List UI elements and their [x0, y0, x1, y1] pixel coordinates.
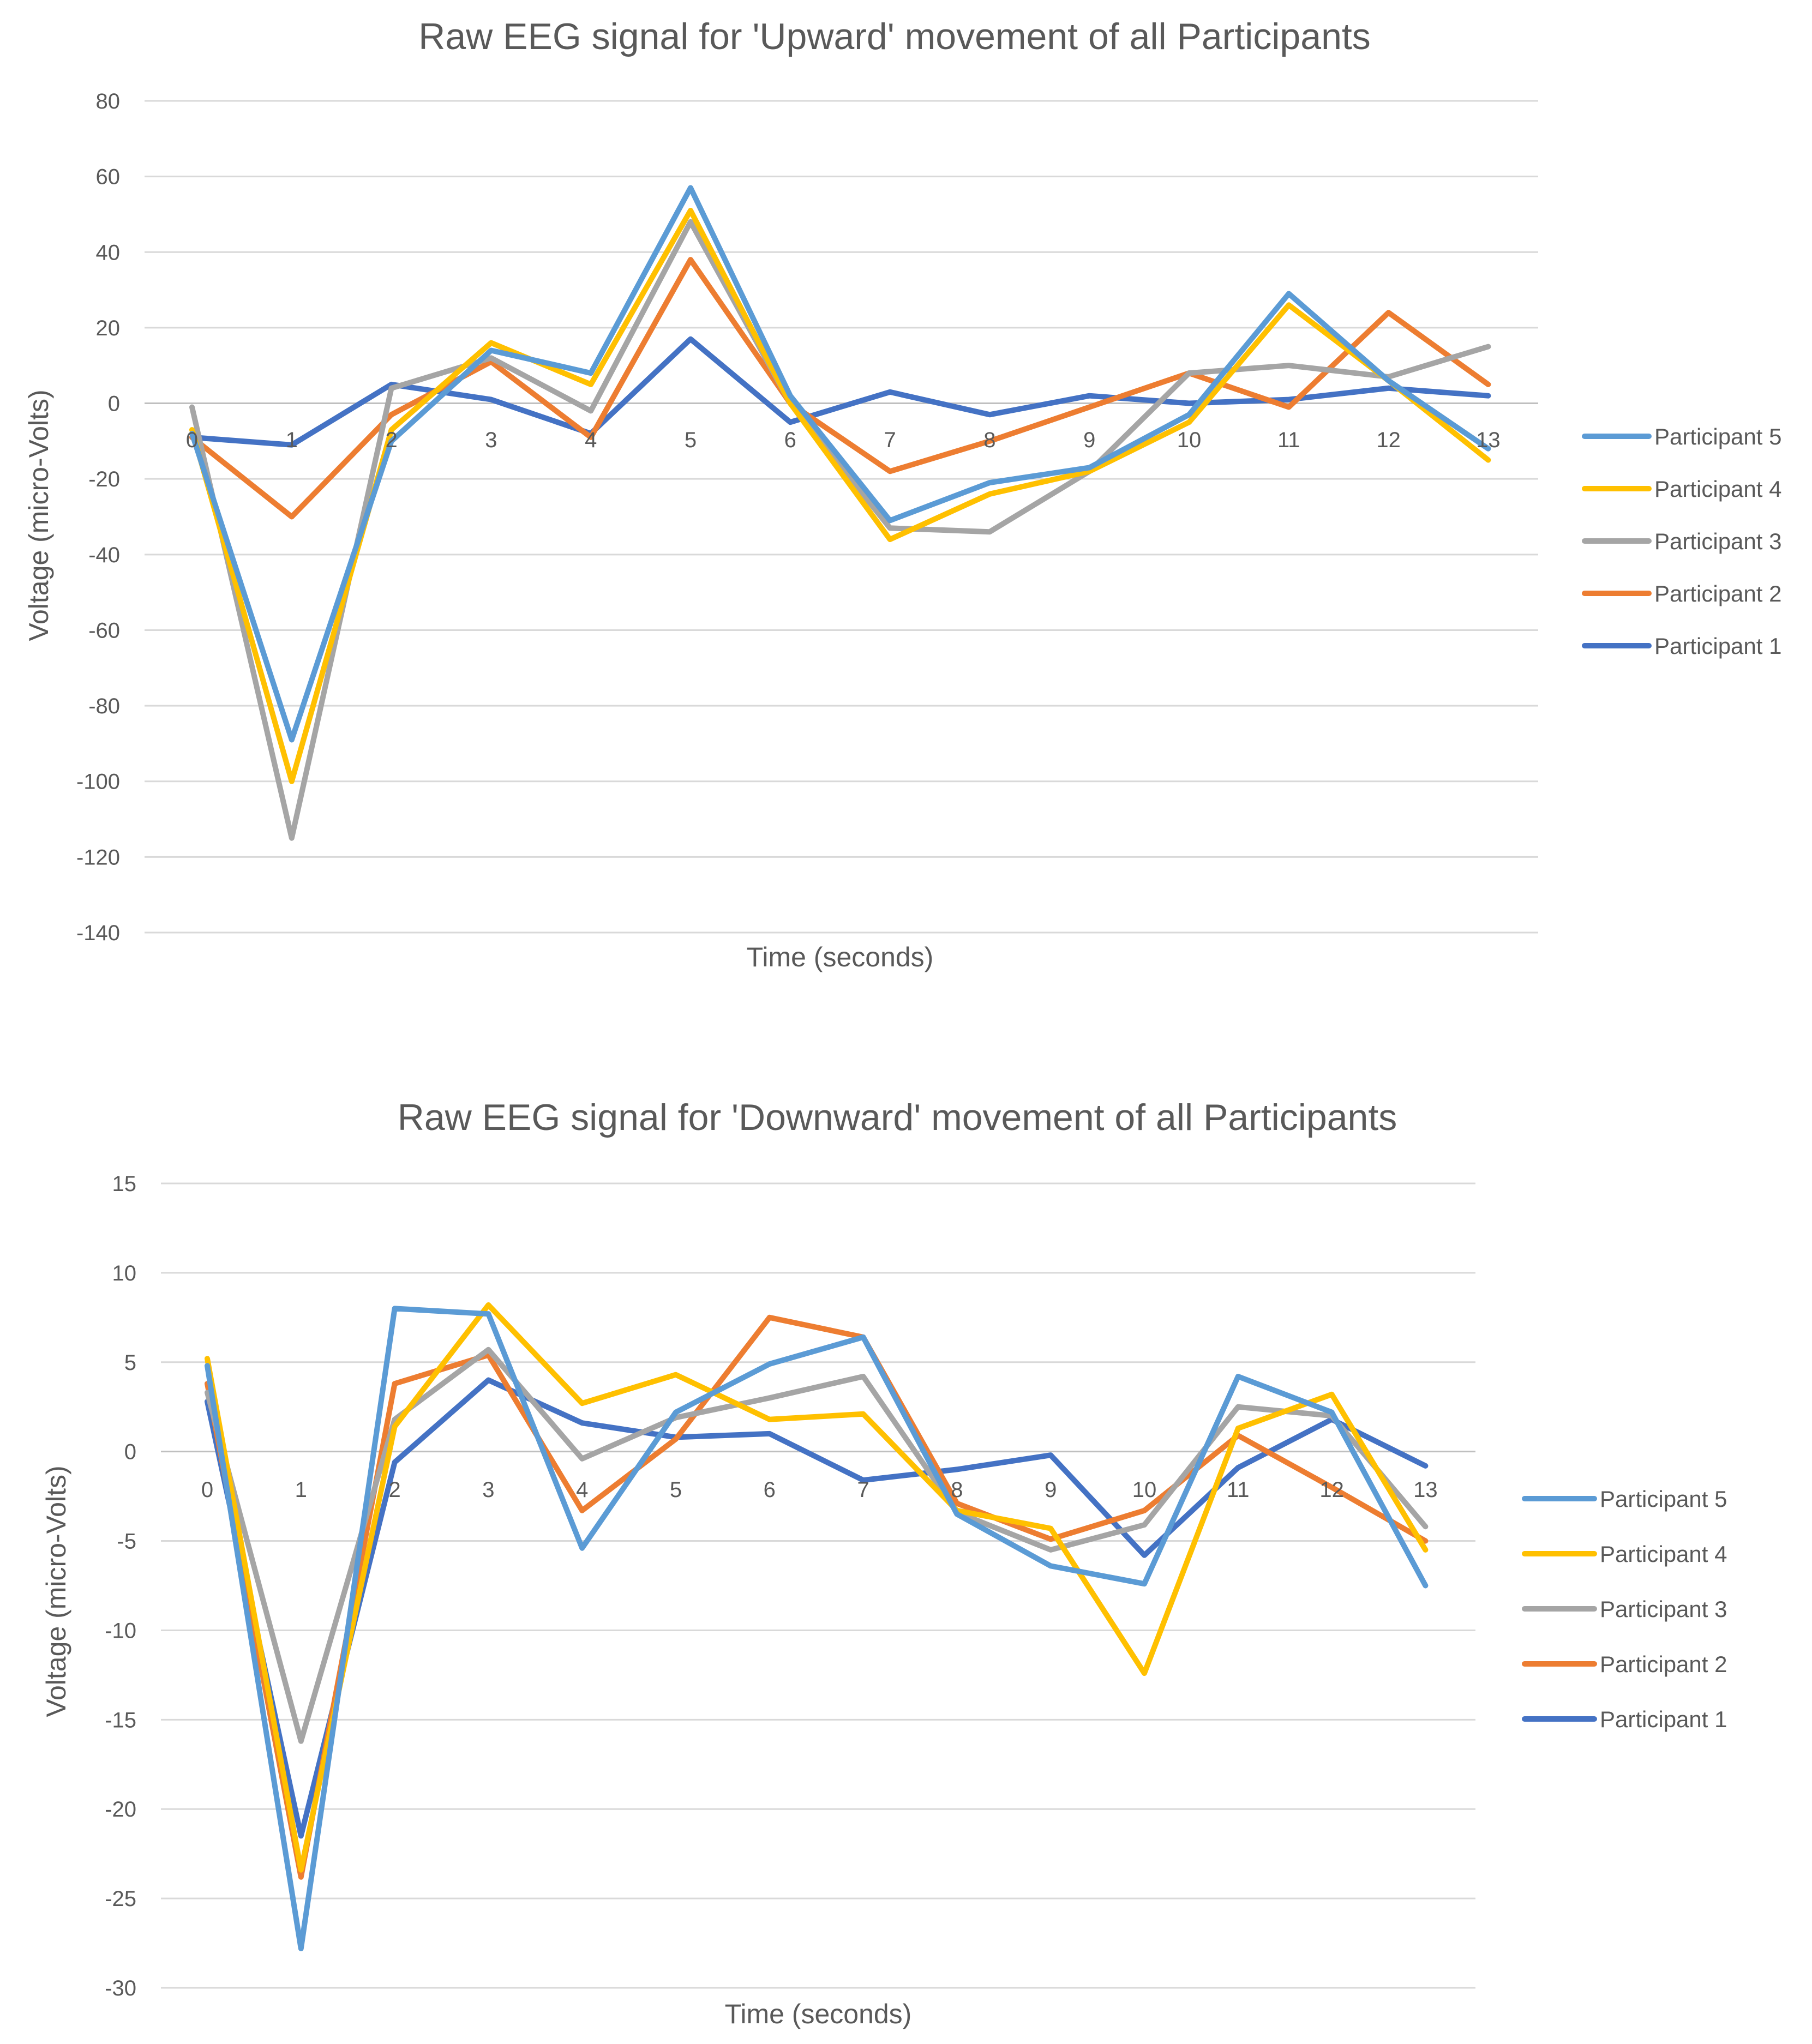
legend: Participant 5 Participant 4 Participant 3 P… [1522, 1486, 1727, 1732]
y-tick-label: -20 [105, 1797, 136, 1821]
legend-label: Participant 3 [1600, 1596, 1727, 1622]
series-line-participant-2 [205, 1314, 1429, 1880]
y-tick-label: -30 [105, 1976, 136, 2000]
y-tick-label: 15 [112, 1172, 137, 1196]
x-tick-label: 9 [1045, 1478, 1057, 1502]
legend-label: Participant 2 [1654, 581, 1781, 606]
downward-chart: Raw EEG signal for 'Downward' movement o… [41, 1097, 1727, 2029]
series-line-participant-4 [189, 208, 1491, 784]
y-tick-label: 0 [108, 392, 120, 416]
x-tick-label: 5 [670, 1478, 682, 1502]
x-tick-label: 7 [857, 1478, 869, 1502]
x-tick-label: 4 [576, 1478, 588, 1502]
x-tick-label: 6 [764, 1478, 776, 1502]
x-tick-label: 7 [884, 428, 896, 452]
y-tick-labels: 15 10 5 0 -5 -10 -15 -20 -25 -30 [105, 1172, 136, 2000]
series-lines [205, 1302, 1429, 1951]
legend-label: Participant 1 [1654, 633, 1781, 659]
x-tick-label: 8 [951, 1478, 963, 1502]
series-lines [189, 185, 1491, 841]
series-line-participant-4 [205, 1302, 1429, 1873]
y-tick-label: 20 [96, 316, 121, 340]
y-tick-label: -5 [117, 1530, 136, 1554]
x-tick-label: 1 [295, 1478, 307, 1502]
x-tick-label: 11 [1277, 428, 1300, 452]
x-axis-label: Time (seconds) [725, 1999, 912, 2029]
y-tick-label: 60 [96, 165, 121, 189]
x-tick-label: 4 [585, 428, 597, 452]
y-tick-label: -80 [88, 694, 120, 718]
x-tick-label: 1 [286, 428, 298, 452]
series-line-participant-3 [189, 219, 1491, 841]
x-tick-label: 11 [1227, 1478, 1250, 1502]
y-tick-label: -10 [105, 1619, 136, 1643]
x-tick-label: 12 [1319, 1478, 1344, 1502]
x-axis-label: Time (seconds) [747, 942, 934, 972]
y-axis-label: Voltage (micro-Volts) [23, 389, 54, 641]
x-tick-label: 5 [685, 428, 697, 452]
y-tick-label: 10 [112, 1261, 137, 1285]
x-tick-labels: 0 1 2 3 4 5 6 7 8 9 10 11 12 13 [186, 428, 1501, 452]
x-tick-labels: 0 1 2 3 4 5 6 7 8 9 10 11 12 13 [201, 1478, 1438, 1502]
legend-label: Participant 5 [1600, 1486, 1727, 1512]
y-tick-label: -15 [105, 1708, 136, 1732]
y-tick-label: -100 [76, 770, 120, 794]
series-line-participant-1 [205, 1377, 1429, 1839]
x-tick-label: 9 [1083, 428, 1095, 452]
x-tick-label: 13 [1413, 1478, 1438, 1502]
x-tick-label: 10 [1132, 1478, 1157, 1502]
x-tick-label: 10 [1177, 428, 1202, 452]
y-tick-label: 5 [124, 1351, 136, 1375]
series-line-participant-5 [205, 1306, 1429, 1951]
x-tick-label: 13 [1476, 428, 1501, 452]
legend-label: Participant 2 [1600, 1651, 1727, 1677]
y-tick-label: -20 [88, 467, 120, 491]
upward-chart: Raw EEG signal for 'Upward' movement of … [23, 16, 1781, 972]
legend-label: Participant 5 [1654, 424, 1781, 449]
x-tick-label: 0 [201, 1478, 213, 1502]
y-tick-label: -120 [76, 845, 120, 869]
y-tick-label: 40 [96, 241, 121, 264]
x-tick-label: 3 [485, 428, 497, 452]
legend-label: Participant 4 [1654, 476, 1781, 502]
series-line-participant-5 [189, 185, 1491, 743]
x-tick-label: 8 [983, 428, 995, 452]
chart-title: Raw EEG signal for 'Downward' movement o… [398, 1097, 1397, 1138]
x-tick-label: 0 [186, 428, 198, 452]
chart-title: Raw EEG signal for 'Upward' movement of … [418, 16, 1371, 57]
y-tick-labels: 80 60 40 20 0 -20 -40 -60 -80 -100 -120 -140 [76, 89, 120, 945]
y-tick-label: -140 [76, 921, 120, 945]
series-line-participant-2 [189, 257, 1491, 520]
legend-label: Participant 3 [1654, 528, 1781, 554]
y-tick-label: 80 [96, 89, 121, 113]
y-tick-label: -40 [88, 543, 120, 567]
legend: Participant 5 Participant 4 Participant 3 P… [1582, 424, 1781, 659]
x-tick-label: 2 [388, 1478, 400, 1502]
y-tick-label: -25 [105, 1887, 136, 1911]
y-axis-label: Voltage (micro-Volts) [41, 1465, 71, 1717]
x-tick-label: 3 [482, 1478, 494, 1502]
x-tick-label: 2 [385, 428, 397, 452]
x-tick-label: 12 [1376, 428, 1401, 452]
x-tick-label: 6 [784, 428, 796, 452]
legend-label: Participant 1 [1600, 1706, 1727, 1732]
y-tick-label: 0 [124, 1440, 136, 1464]
legend-label: Participant 4 [1600, 1541, 1727, 1567]
y-tick-label: -60 [88, 618, 120, 642]
